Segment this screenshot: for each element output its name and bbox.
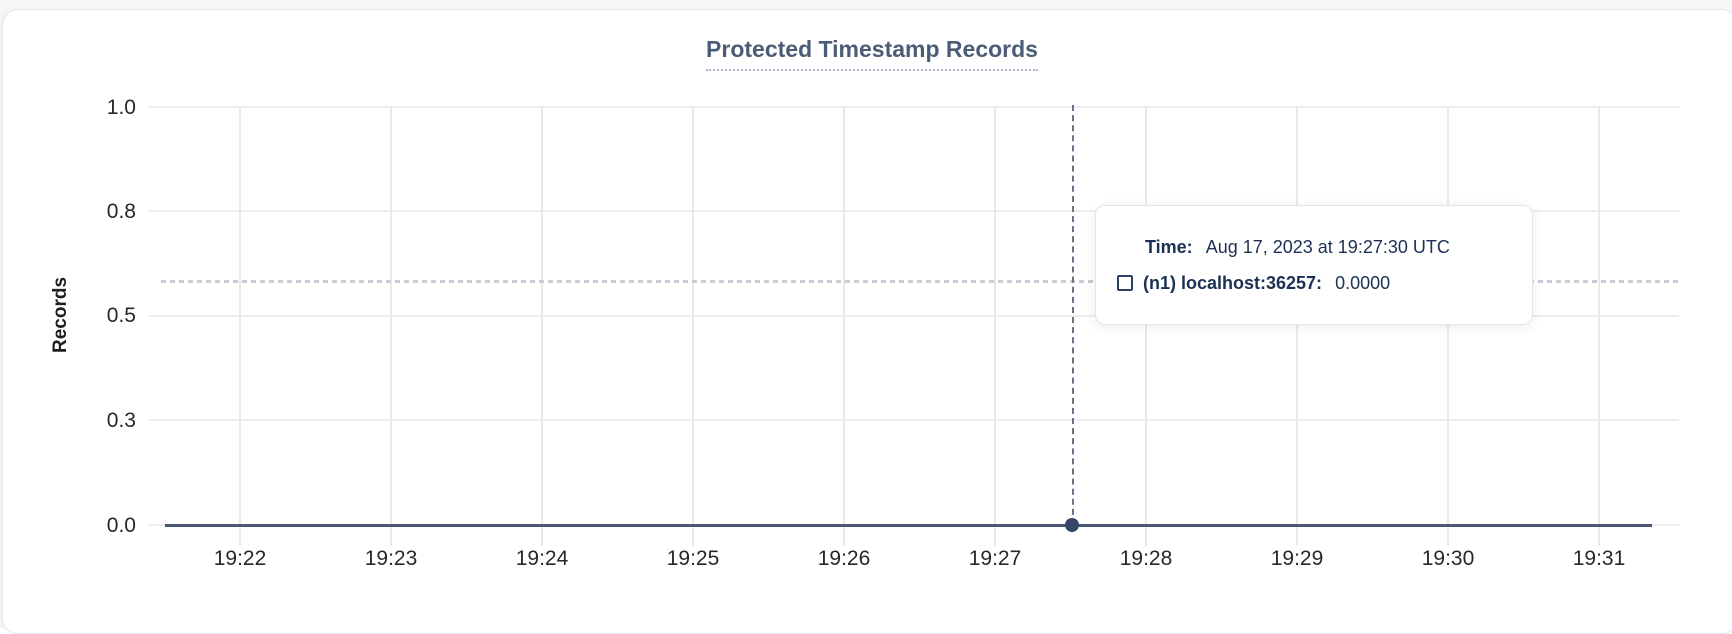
gridline-horizontal bbox=[148, 106, 1679, 108]
x-tick-label: 19:31 bbox=[1539, 547, 1659, 571]
gridline-vertical bbox=[994, 106, 996, 546]
tooltip-series-label: (n1) localhost:36257: bbox=[1143, 273, 1322, 294]
x-tick-label: 19:30 bbox=[1388, 547, 1508, 571]
gridline-vertical bbox=[843, 106, 845, 546]
x-tick-label: 19:24 bbox=[482, 547, 602, 571]
series-swatch-icon bbox=[1117, 275, 1133, 291]
y-tick-label: 0.8 bbox=[66, 200, 136, 224]
x-tick-label: 19:22 bbox=[180, 547, 300, 571]
y-tick-label: 0.0 bbox=[66, 514, 136, 538]
gridline-vertical bbox=[1296, 106, 1298, 546]
gridline-vertical bbox=[541, 106, 543, 546]
chart-tooltip: Time: Aug 17, 2023 at 19:27:30 UTC (n1) … bbox=[1095, 205, 1533, 325]
tooltip-series-value: 0.0000 bbox=[1335, 273, 1390, 294]
x-tick-label: 19:28 bbox=[1086, 547, 1206, 571]
gridline-horizontal bbox=[148, 419, 1679, 421]
series-line bbox=[165, 524, 1652, 527]
tooltip-time-value: Aug 17, 2023 at 19:27:30 UTC bbox=[1206, 237, 1450, 258]
hovered-data-point bbox=[1065, 518, 1079, 532]
gridline-vertical bbox=[390, 106, 392, 546]
tooltip-time-row: Time: Aug 17, 2023 at 19:27:30 UTC bbox=[1145, 237, 1532, 258]
tooltip-series-row: (n1) localhost:36257: 0.0000 bbox=[1117, 273, 1532, 294]
tooltip-time-label: Time: bbox=[1145, 237, 1193, 258]
x-tick-label: 19:23 bbox=[331, 547, 451, 571]
y-tick-label: 0.3 bbox=[66, 409, 136, 433]
gridline-vertical bbox=[1598, 106, 1600, 546]
x-tick-label: 19:27 bbox=[935, 547, 1055, 571]
chart-card: Protected Timestamp Records Records 1.0 … bbox=[2, 9, 1732, 634]
chart-header: Protected Timestamp Records bbox=[706, 36, 1038, 63]
gridline-vertical bbox=[692, 106, 694, 546]
x-tick-label: 19:26 bbox=[784, 547, 904, 571]
x-tick-label: 19:25 bbox=[633, 547, 753, 571]
chart-title[interactable]: Protected Timestamp Records bbox=[706, 36, 1038, 71]
y-tick-label: 1.0 bbox=[66, 96, 136, 120]
gridline-vertical bbox=[1447, 106, 1449, 546]
x-tick-label: 19:29 bbox=[1237, 547, 1357, 571]
gridline-vertical bbox=[1145, 106, 1147, 546]
crosshair-vertical-line bbox=[1072, 105, 1074, 525]
y-tick-label: 0.5 bbox=[66, 304, 136, 328]
gridline-vertical bbox=[239, 106, 241, 546]
